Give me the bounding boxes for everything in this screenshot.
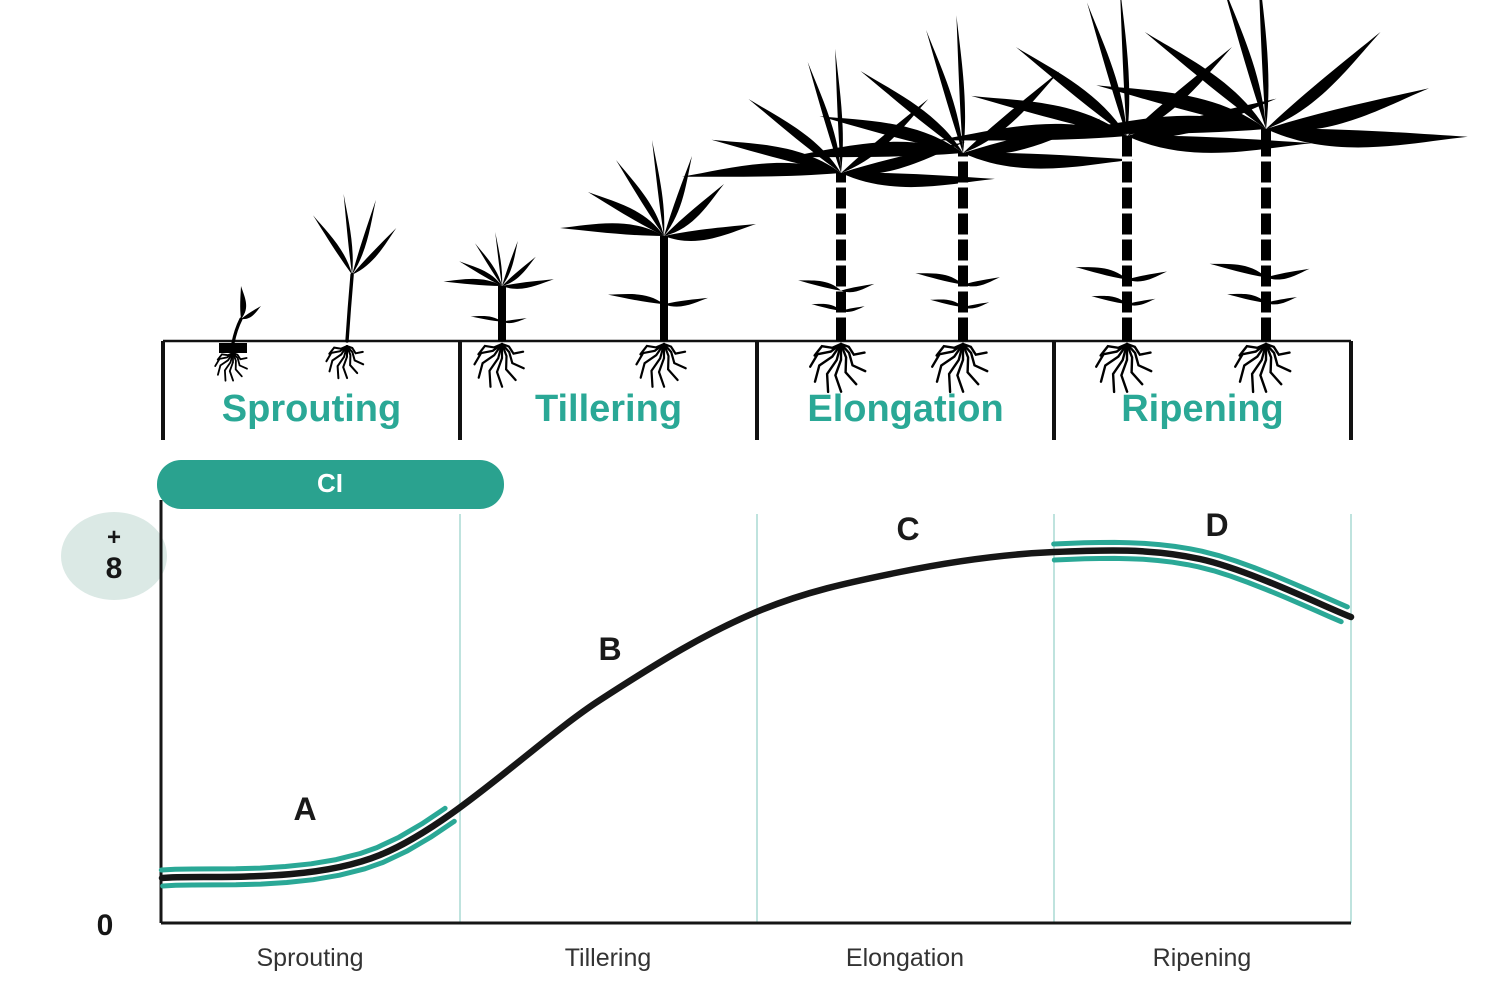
svg-text:0: 0: [97, 909, 114, 942]
svg-text:Tillering: Tillering: [565, 944, 652, 972]
svg-text:Ripening: Ripening: [1153, 944, 1252, 972]
svg-text:CI: CI: [317, 468, 343, 498]
svg-text:Elongation: Elongation: [846, 944, 964, 972]
svg-text:C: C: [896, 511, 919, 547]
svg-text:+: +: [107, 524, 121, 551]
svg-text:A: A: [293, 791, 316, 827]
svg-text:B: B: [598, 631, 621, 667]
svg-text:Sprouting: Sprouting: [256, 944, 363, 972]
svg-text:D: D: [1205, 507, 1228, 543]
svg-text:8: 8: [106, 552, 123, 585]
